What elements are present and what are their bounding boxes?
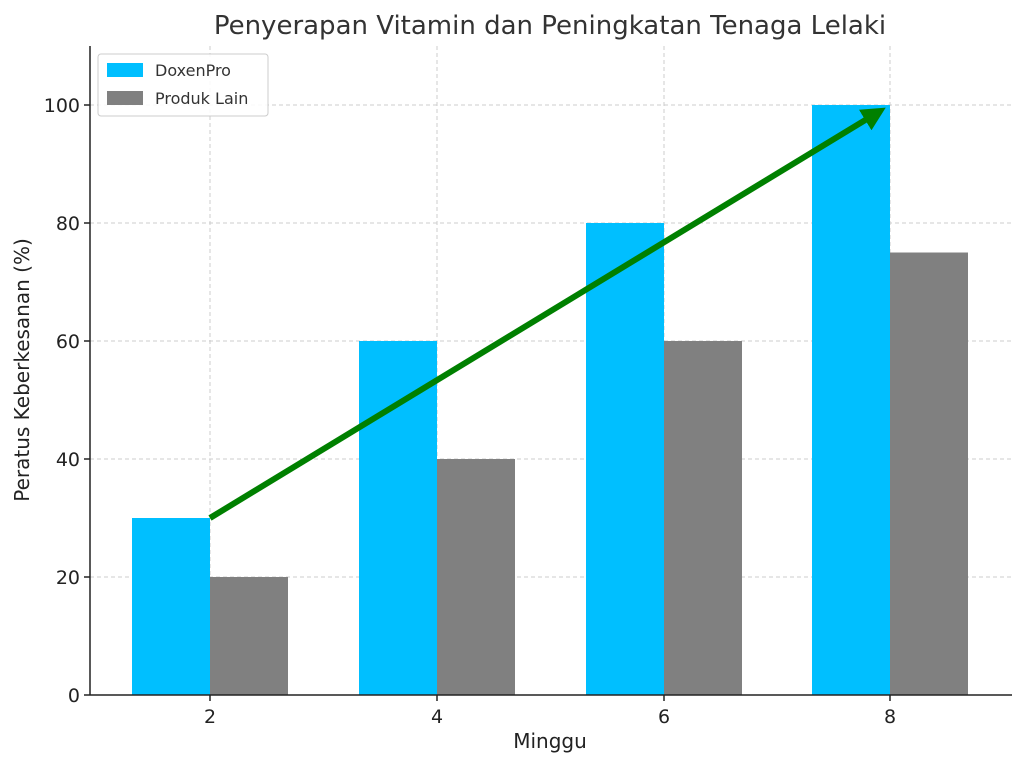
axes: 0 20 40 60 80 100 2 4 6 8 — [44, 46, 1012, 728]
annotation — [208, 107, 886, 521]
y-tick-label: 60 — [56, 331, 80, 353]
y-tick-label: 20 — [56, 567, 80, 589]
bar-produk-lain-8 — [890, 252, 968, 695]
bar-produk-lain-6 — [664, 341, 742, 695]
x-tick-label: 2 — [204, 706, 216, 728]
bar-doxenpro-2 — [132, 518, 210, 695]
bars — [132, 105, 968, 695]
legend-label-produk-lain: Produk Lain — [155, 89, 248, 108]
bar-doxenpro-4 — [359, 341, 437, 695]
bar-produk-lain-4 — [437, 459, 515, 695]
x-axis-label: Minggu — [513, 729, 587, 753]
trend-arrow — [208, 107, 886, 521]
chart-title: Penyerapan Vitamin dan Peningkatan Tenag… — [214, 11, 886, 41]
legend-swatch-doxenpro — [107, 63, 143, 77]
bar-doxenpro-6 — [586, 223, 664, 695]
y-tick-label: 0 — [68, 685, 80, 707]
legend-swatch-produk-lain — [107, 91, 143, 105]
y-axis-label: Peratus Keberkesanan (%) — [10, 238, 34, 502]
x-tick-label: 6 — [658, 706, 670, 728]
legend: DoxenPro Produk Lain — [97, 53, 269, 117]
y-tick-label: 100 — [44, 95, 80, 117]
bar-produk-lain-2 — [210, 577, 288, 695]
legend-label-doxenpro: DoxenPro — [155, 61, 231, 80]
bar-doxenpro-8 — [812, 105, 890, 695]
x-tick-label: 8 — [884, 706, 896, 728]
x-tick-label: 4 — [431, 706, 443, 728]
y-tick-label: 80 — [56, 213, 80, 235]
y-tick-label: 40 — [56, 449, 80, 471]
